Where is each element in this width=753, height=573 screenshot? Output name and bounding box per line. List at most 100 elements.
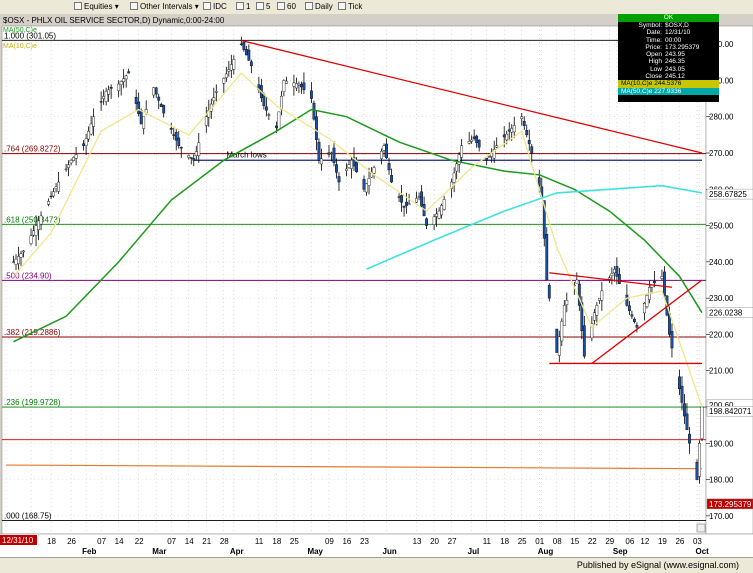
y-tick-label: 250.00 [709,222,734,231]
candle-body [82,143,86,146]
price-chart[interactable]: $OSX - PHLX OIL SERVICE SECTOR,D) Dynami… [0,14,753,557]
candle-body [425,218,429,226]
x-tick-label: 18 [272,537,281,546]
x-tick-label: 26 [675,537,684,546]
x-month-label: Mar [152,547,166,556]
candle-body [612,268,616,273]
tooltip-row-value: 173.295379 [665,43,700,51]
x-tick-label: 21 [202,537,211,546]
candle-body [159,104,163,107]
x-tick-label: 25 [518,537,527,546]
interval-daily-button[interactable]: Daily [305,2,333,11]
candle-body [92,116,96,127]
candle-body [134,97,138,104]
trendline [549,272,673,288]
candle-body [282,80,286,92]
candle-body [109,87,113,89]
candle-body [592,312,596,321]
x-tick-label: 07 [97,537,106,546]
candle-body [420,191,423,207]
candle-body [680,385,684,403]
candle-body [247,49,251,61]
candle-body [653,281,656,284]
candle-body [362,179,366,190]
candle-body [244,49,248,56]
interval-tick-button[interactable]: Tick [338,2,362,11]
interval-1-button[interactable]: 1 [236,2,250,11]
candle-body [415,198,418,203]
candle-body [302,82,306,91]
candle-body [179,147,183,149]
candle-body [227,69,231,72]
candlestick-series [12,36,704,484]
candle-body [390,175,393,183]
candle-body [124,75,128,80]
candle-body [102,96,106,99]
candle-body [224,73,228,78]
orange-support-line [5,464,703,470]
candle-body [367,178,371,186]
interval-idc-button[interactable]: IDC [203,2,227,11]
candle-body [119,81,123,85]
candle-body [335,164,338,173]
equities-menu[interactable]: Equities ▾ [74,2,119,11]
price-badge-label: 173.295379 [709,500,752,509]
candle-body [625,294,629,306]
candle-body [142,116,146,129]
candle-body [617,274,621,284]
candle-body [575,279,579,284]
candle-body [187,155,191,158]
fib-level-label: .764 (269.8272) [4,145,61,154]
interval-60-button[interactable]: 60 [277,2,296,11]
y-tick-label: 220.00 [709,330,734,339]
candle-body [600,290,604,301]
candle-body [627,305,631,312]
publish-credit: Published by eSignal (www.esignal.com) [576,560,739,570]
candle-body [14,258,18,265]
tooltip-row-label: Open [646,51,662,59]
candle-body [327,152,331,155]
candle-body [633,318,636,322]
candle-body [34,225,38,236]
candle-body [69,160,73,164]
march-lows-annotation: March lows [226,150,266,159]
y-tick-label: 170.00 [709,512,734,521]
interval-5-button[interactable]: 5 [256,2,270,11]
candle-body [510,128,514,133]
chart-header: $OSX - PHLX OIL SERVICE SECTOR,D) Dynami… [3,16,225,25]
candle-body [12,261,15,263]
other-intervals-menu[interactable]: Other Intervals ▾ [130,2,199,11]
candle-body [385,143,388,159]
candle-body [402,205,406,208]
tooltip-row: Low 243.05 [618,66,719,73]
candle-body [597,297,601,301]
candle-body [542,200,546,239]
toolbar: Equities ▾ Other Intervals ▾ IDC 1 5 60 … [0,0,753,15]
candle-body [380,150,383,159]
candle-body [512,125,516,133]
tooltip-ma50: MA(50,C)e 227.9336 [618,87,719,95]
candle-body [292,82,296,87]
x-tick-label: 27 [448,537,457,546]
date-badge-label: 12/31/10 [2,536,34,545]
tooltip-row: Close 245.12 [618,73,719,80]
x-tick-label: 07 [167,537,176,546]
candle-body [435,213,439,217]
price-badge-label: 198.842071 [709,407,752,416]
x-tick-label: 25 [290,537,299,546]
candle-body [698,443,701,477]
candle-body [242,42,246,50]
candle-body [580,302,584,332]
candle-body [64,168,68,170]
candle-body [678,376,681,390]
candle-body [387,163,391,171]
candle-body [152,87,156,96]
candle-body [277,111,281,130]
candle-body [127,71,131,74]
candle-body [560,320,564,342]
ma10-legend: MA(10,C)e [3,43,37,50]
candle-body [643,303,646,314]
candle-body [67,164,70,169]
candle-body [683,403,686,417]
x-month-label: Jun [383,547,397,556]
